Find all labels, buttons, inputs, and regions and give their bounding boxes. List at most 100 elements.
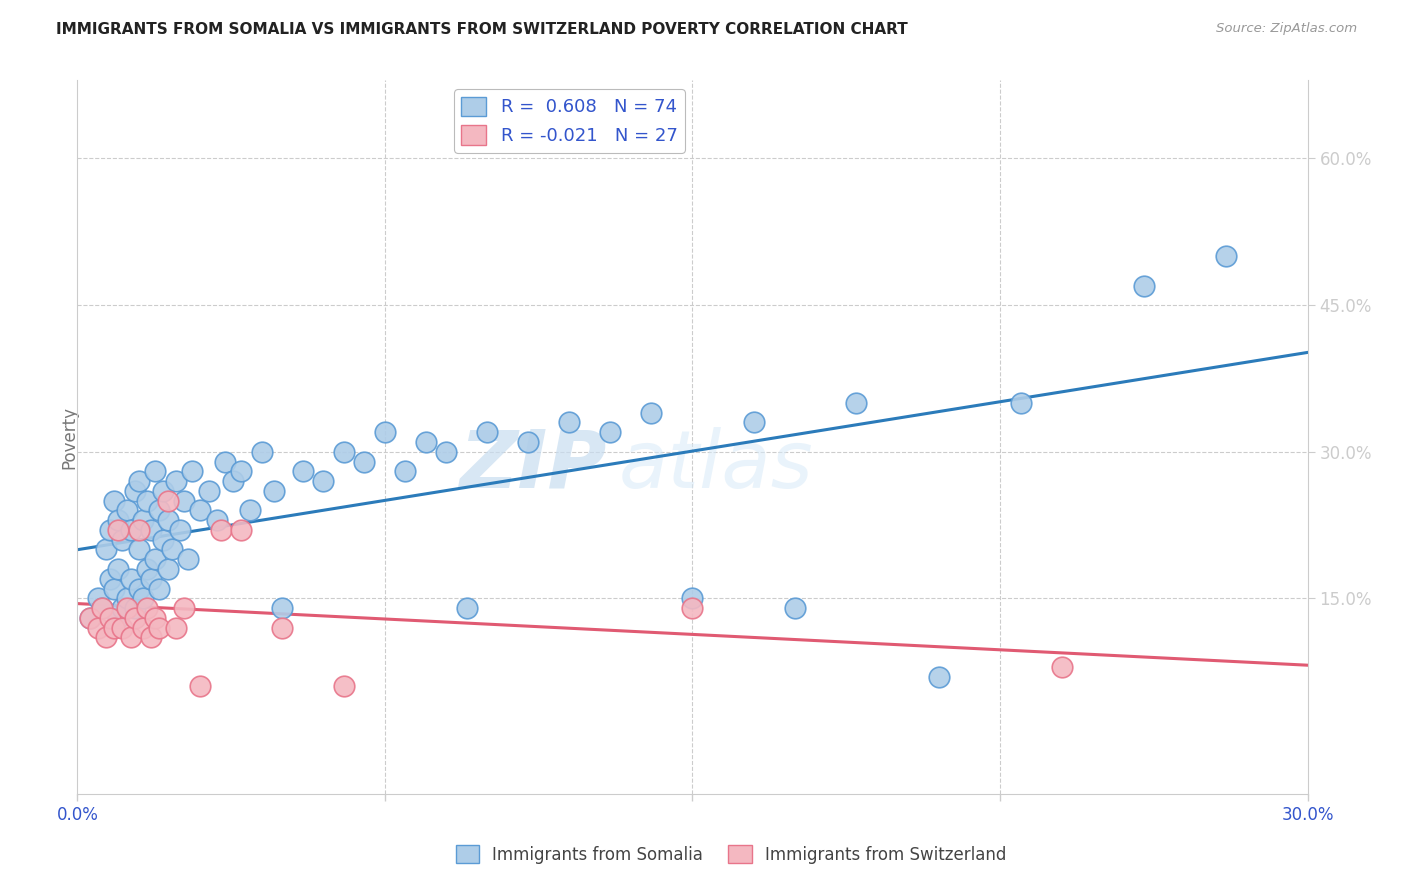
Point — [132, 591, 155, 606]
Point — [640, 406, 662, 420]
Point — [169, 523, 191, 537]
Point — [333, 679, 356, 693]
Point — [152, 533, 174, 547]
Point — [120, 631, 142, 645]
Point — [103, 582, 125, 596]
Point — [188, 679, 212, 693]
Point — [107, 513, 129, 527]
Legend: R =  0.608   N = 74, R = -0.021   N = 27: R = 0.608 N = 74, R = -0.021 N = 27 — [454, 89, 685, 153]
Point — [415, 434, 437, 449]
Point — [239, 503, 262, 517]
Text: IMMIGRANTS FROM SOMALIA VS IMMIGRANTS FROM SWITZERLAND POVERTY CORRELATION CHART: IMMIGRANTS FROM SOMALIA VS IMMIGRANTS FR… — [56, 22, 908, 37]
Point — [436, 444, 458, 458]
Point — [128, 474, 150, 488]
Point — [90, 601, 114, 615]
Point — [845, 396, 868, 410]
Point — [456, 601, 478, 615]
Point — [120, 572, 142, 586]
Point — [128, 542, 150, 557]
Point — [103, 493, 125, 508]
Legend: Immigrants from Somalia, Immigrants from Switzerland: Immigrants from Somalia, Immigrants from… — [449, 838, 1014, 871]
Point — [312, 474, 335, 488]
Point — [477, 425, 499, 440]
Point — [152, 483, 174, 498]
Point — [132, 513, 155, 527]
Point — [742, 416, 765, 430]
Point — [197, 483, 219, 498]
Point — [136, 562, 159, 576]
Point — [124, 611, 146, 625]
Point — [156, 513, 179, 527]
Point — [103, 621, 125, 635]
Point — [79, 611, 101, 625]
Point — [231, 523, 253, 537]
Point — [333, 444, 356, 458]
Point — [271, 601, 294, 615]
Point — [107, 523, 129, 537]
Point — [156, 493, 179, 508]
Point — [222, 474, 245, 488]
Point — [87, 591, 110, 606]
Y-axis label: Poverty: Poverty — [60, 406, 77, 468]
Point — [115, 601, 138, 615]
Point — [79, 611, 101, 625]
Point — [136, 601, 159, 615]
Point — [231, 464, 253, 478]
Point — [128, 523, 150, 537]
Point — [394, 464, 416, 478]
Point — [98, 523, 121, 537]
Point — [98, 611, 121, 625]
Point — [141, 523, 163, 537]
Point — [111, 533, 134, 547]
Point — [111, 601, 134, 615]
Point — [94, 542, 117, 557]
Point — [148, 503, 170, 517]
Point — [87, 621, 110, 635]
Point — [94, 631, 117, 645]
Point — [107, 611, 129, 625]
Text: atlas: atlas — [619, 426, 814, 505]
Point — [374, 425, 396, 440]
Point — [124, 601, 146, 615]
Point — [682, 601, 704, 615]
Point — [173, 601, 195, 615]
Point — [148, 621, 170, 635]
Point — [517, 434, 540, 449]
Point — [98, 572, 121, 586]
Point — [1132, 278, 1154, 293]
Point — [141, 572, 163, 586]
Point — [160, 542, 183, 557]
Point — [173, 493, 195, 508]
Point — [115, 503, 138, 517]
Text: ZIP: ZIP — [458, 426, 606, 505]
Point — [143, 464, 166, 478]
Point — [136, 493, 159, 508]
Point — [558, 416, 581, 430]
Point — [188, 503, 212, 517]
Point — [115, 591, 138, 606]
Point — [124, 483, 146, 498]
Point — [1215, 249, 1237, 263]
Point — [1050, 660, 1073, 674]
Point — [143, 611, 166, 625]
Point — [90, 601, 114, 615]
Point — [250, 444, 273, 458]
Point — [209, 523, 232, 537]
Point — [181, 464, 204, 478]
Point — [353, 454, 375, 468]
Point — [107, 562, 129, 576]
Point — [156, 562, 179, 576]
Point — [143, 552, 166, 566]
Point — [682, 591, 704, 606]
Point — [148, 582, 170, 596]
Point — [1010, 396, 1032, 410]
Point — [783, 601, 806, 615]
Point — [263, 483, 285, 498]
Point — [165, 621, 187, 635]
Point — [120, 523, 142, 537]
Point — [128, 582, 150, 596]
Point — [214, 454, 236, 468]
Point — [111, 621, 134, 635]
Point — [141, 631, 163, 645]
Point — [928, 669, 950, 683]
